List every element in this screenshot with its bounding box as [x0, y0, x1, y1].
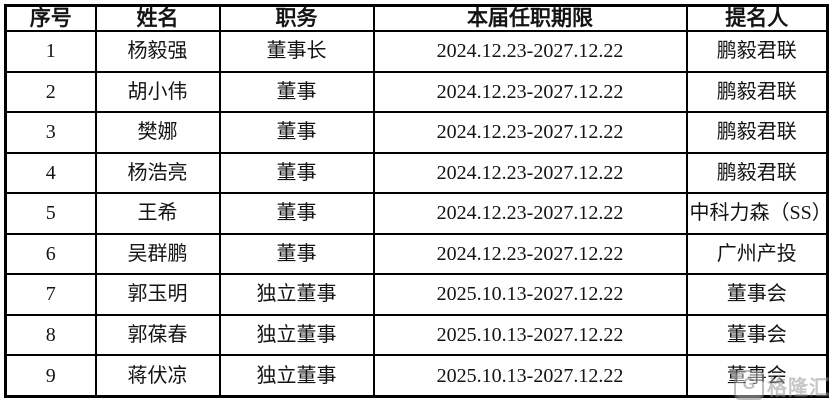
table-row: 7 郭玉明 独立董事 2025.10.13-2027.12.22 董事会	[4, 273, 829, 316]
column-header-position: 职务	[218, 4, 375, 33]
cell-index: 3	[4, 111, 97, 154]
table-row: 3 樊娜 董事 2024.12.23-2027.12.22 鹏毅君联	[4, 111, 829, 154]
cell-term: 2024.12.23-2027.12.22	[372, 70, 688, 114]
cell-index: 8	[4, 313, 97, 357]
cell-nominator: 鹏毅君联	[685, 70, 829, 114]
cell-nominator: 广州产投	[685, 232, 829, 276]
cell-nominator: 董事会	[685, 273, 829, 316]
cell-name: 郭玉明	[94, 273, 221, 316]
table-row: 1 杨毅强 董事长 2024.12.23-2027.12.22 鹏毅君联	[4, 30, 829, 73]
cell-nominator: 董事会	[685, 313, 829, 357]
cell-position: 董事	[218, 192, 375, 235]
table-row: 9 蒋伏凉 独立董事 2025.10.13-2027.12.22 董事会	[4, 354, 829, 398]
cell-term: 2024.12.23-2027.12.22	[372, 151, 688, 195]
table-row: 6 吴群鹏 董事 2024.12.23-2027.12.22 广州产投	[4, 232, 829, 276]
cell-index: 1	[4, 30, 97, 73]
cell-name: 王希	[94, 192, 221, 235]
cell-name: 樊娜	[94, 111, 221, 154]
cell-nominator: 中科力森（SS）	[685, 192, 829, 235]
cell-index: 6	[4, 232, 97, 276]
cell-nominator: 鹏毅君联	[685, 151, 829, 195]
column-header-index: 序号	[4, 4, 97, 33]
cell-name: 蒋伏凉	[94, 354, 221, 398]
table-row: 2 胡小伟 董事 2024.12.23-2027.12.22 鹏毅君联	[4, 70, 829, 114]
cell-nominator: 鹏毅君联	[685, 111, 829, 154]
board-members-table: 序号 姓名 职务 本届任职期限 提名人 1 杨毅强 董事长 2024.12.23…	[4, 4, 829, 398]
cell-name: 胡小伟	[94, 70, 221, 114]
cell-term: 2024.12.23-2027.12.22	[372, 192, 688, 235]
cell-term: 2024.12.23-2027.12.22	[372, 111, 688, 154]
cell-position: 董事	[218, 70, 375, 114]
table-header-row: 序号 姓名 职务 本届任职期限 提名人	[4, 4, 829, 33]
table-row: 4 杨浩亮 董事 2024.12.23-2027.12.22 鹏毅君联	[4, 151, 829, 195]
cell-position: 董事	[218, 111, 375, 154]
cell-term: 2024.12.23-2027.12.22	[372, 232, 688, 276]
cell-position: 独立董事	[218, 313, 375, 357]
cell-term: 2024.12.23-2027.12.22	[372, 30, 688, 73]
cell-index: 7	[4, 273, 97, 316]
cell-index: 2	[4, 70, 97, 114]
cell-name: 吴群鹏	[94, 232, 221, 276]
cell-index: 9	[4, 354, 97, 398]
cell-position: 独立董事	[218, 273, 375, 316]
column-header-name: 姓名	[94, 4, 221, 33]
cell-index: 4	[4, 151, 97, 195]
cell-name: 杨毅强	[94, 30, 221, 73]
cell-nominator: 鹏毅君联	[685, 30, 829, 73]
cell-term: 2025.10.13-2027.12.22	[372, 273, 688, 316]
table-row: 8 郭葆春 独立董事 2025.10.13-2027.12.22 董事会	[4, 313, 829, 357]
cell-term: 2025.10.13-2027.12.22	[372, 313, 688, 357]
cell-term: 2025.10.13-2027.12.22	[372, 354, 688, 398]
cell-position: 董事	[218, 151, 375, 195]
column-header-nominator: 提名人	[685, 4, 829, 33]
column-header-term: 本届任职期限	[372, 4, 688, 33]
cell-name: 杨浩亮	[94, 151, 221, 195]
cell-nominator: 董事会	[685, 354, 829, 398]
cell-position: 董事	[218, 232, 375, 276]
cell-index: 5	[4, 192, 97, 235]
cell-position: 董事长	[218, 30, 375, 73]
cell-name: 郭葆春	[94, 313, 221, 357]
table-row: 5 王希 董事 2024.12.23-2027.12.22 中科力森（SS）	[4, 192, 829, 235]
cell-position: 独立董事	[218, 354, 375, 398]
